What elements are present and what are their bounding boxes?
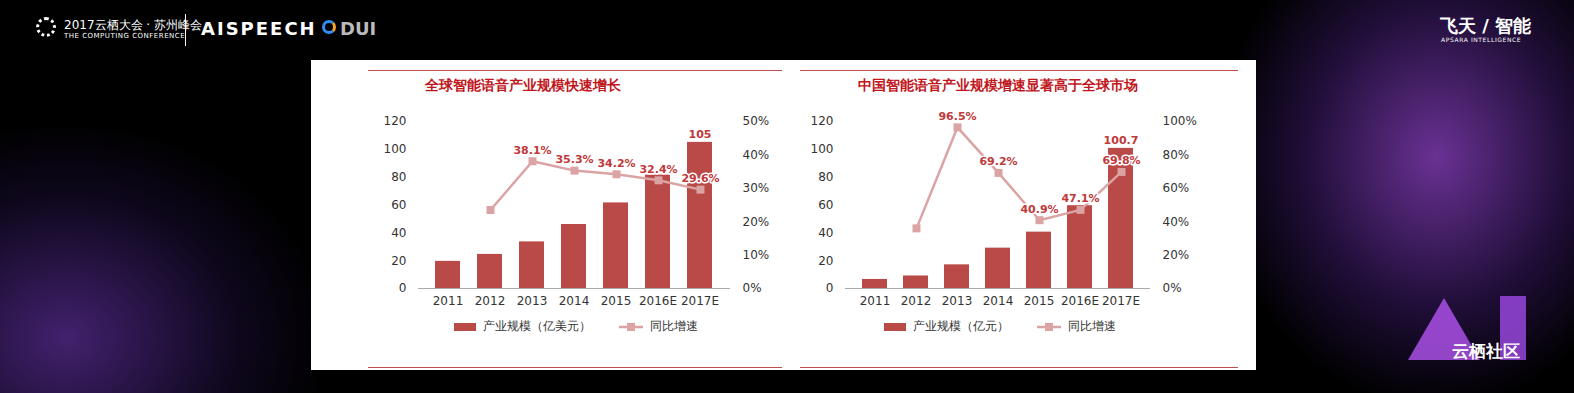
html-text:AISPEECH: AISPEECH (201, 18, 317, 39)
svg-text:69.8%: 69.8% (1102, 154, 1140, 167)
svg-text:30%: 30% (743, 181, 770, 195)
svg-text:2012: 2012 (475, 294, 506, 308)
svg-text:40: 40 (818, 226, 833, 240)
svg-text:100%: 100% (1163, 114, 1197, 128)
html-text:DUI: DUI (340, 18, 377, 39)
svg-text:2014: 2014 (983, 294, 1014, 308)
html-text:云栖社区: 云栖社区 (1452, 341, 1520, 361)
svg-text:10%: 10% (743, 248, 770, 262)
svg-text:2016E: 2016E (1061, 294, 1099, 308)
svg-text:105: 105 (689, 128, 712, 141)
svg-text:38.1%: 38.1% (513, 144, 551, 157)
svg-text:20%: 20% (1163, 248, 1190, 262)
html-text:APSARA INTELLIGENCE: APSARA INTELLIGENCE (1441, 36, 1522, 43)
svg-text:80: 80 (391, 170, 406, 184)
html-text:同比增速: 同比增速 (650, 319, 698, 333)
svg-text:2016E: 2016E (639, 294, 677, 308)
html-text:同比增速: 同比增速 (1067, 319, 1116, 333)
svg-text:120: 120 (384, 114, 407, 128)
svg-text:2015: 2015 (1024, 294, 1055, 308)
svg-text:2012: 2012 (901, 294, 932, 308)
svg-text:34.2%: 34.2% (597, 157, 635, 170)
svg-text:0: 0 (399, 281, 407, 295)
svg-text:0%: 0% (1163, 281, 1182, 295)
svg-text:32.4%: 32.4% (639, 163, 677, 176)
svg-text:60: 60 (391, 198, 406, 212)
svg-text:40%: 40% (743, 148, 770, 162)
svg-text:40.9%: 40.9% (1020, 203, 1058, 216)
html-text:产业规模（亿美元）: 产业规模（亿美元） (483, 319, 591, 333)
svg-text:2011: 2011 (433, 294, 464, 308)
html-text:THE COMPUTING CONFERENCE: THE COMPUTING CONFERENCE (64, 32, 186, 40)
html-text:产业规模（亿元）: 产业规模（亿元） (912, 319, 1009, 333)
svg-text:2017E: 2017E (681, 294, 719, 308)
svg-text:2017E: 2017E (1102, 294, 1140, 308)
svg-text:80%: 80% (1163, 148, 1190, 162)
svg-text:60: 60 (818, 198, 833, 212)
svg-text:69.2%: 69.2% (979, 155, 1017, 168)
svg-text:40: 40 (391, 226, 406, 240)
svg-text:80: 80 (818, 170, 833, 184)
svg-text:100.7: 100.7 (1104, 134, 1139, 147)
svg-text:40%: 40% (1163, 215, 1190, 229)
svg-text:20: 20 (391, 254, 406, 268)
svg-text:96.5%: 96.5% (938, 110, 976, 123)
svg-text:20%: 20% (743, 215, 770, 229)
svg-text:20: 20 (818, 254, 833, 268)
html-text:飞天 / 智能: 飞天 / 智能 (1440, 15, 1532, 36)
svg-text:100: 100 (384, 142, 407, 156)
html-text:全球智能语音产业规模快速增长: 全球智能语音产业规模快速增长 (425, 77, 621, 93)
svg-text:0%: 0% (743, 281, 762, 295)
svg-text:0: 0 (826, 281, 834, 295)
svg-text:35.3%: 35.3% (555, 153, 593, 166)
svg-text:47.1%: 47.1% (1061, 192, 1099, 205)
svg-text:2015: 2015 (601, 294, 632, 308)
svg-text:29.6%: 29.6% (681, 172, 719, 185)
svg-text:120: 120 (811, 114, 834, 128)
svg-text:2014: 2014 (559, 294, 590, 308)
html-text:中国智能语音产业规模增速显著高于全球市场: 中国智能语音产业规模增速显著高于全球市场 (858, 77, 1138, 93)
svg-text:50%: 50% (743, 114, 770, 128)
html-text:2017云栖大会 · 苏州峰会: 2017云栖大会 · 苏州峰会 (64, 18, 202, 32)
svg-text:2013: 2013 (942, 294, 973, 308)
svg-text:100: 100 (811, 142, 834, 156)
svg-text:60%: 60% (1163, 181, 1190, 195)
svg-text:2013: 2013 (517, 294, 548, 308)
svg-text:2011: 2011 (860, 294, 891, 308)
